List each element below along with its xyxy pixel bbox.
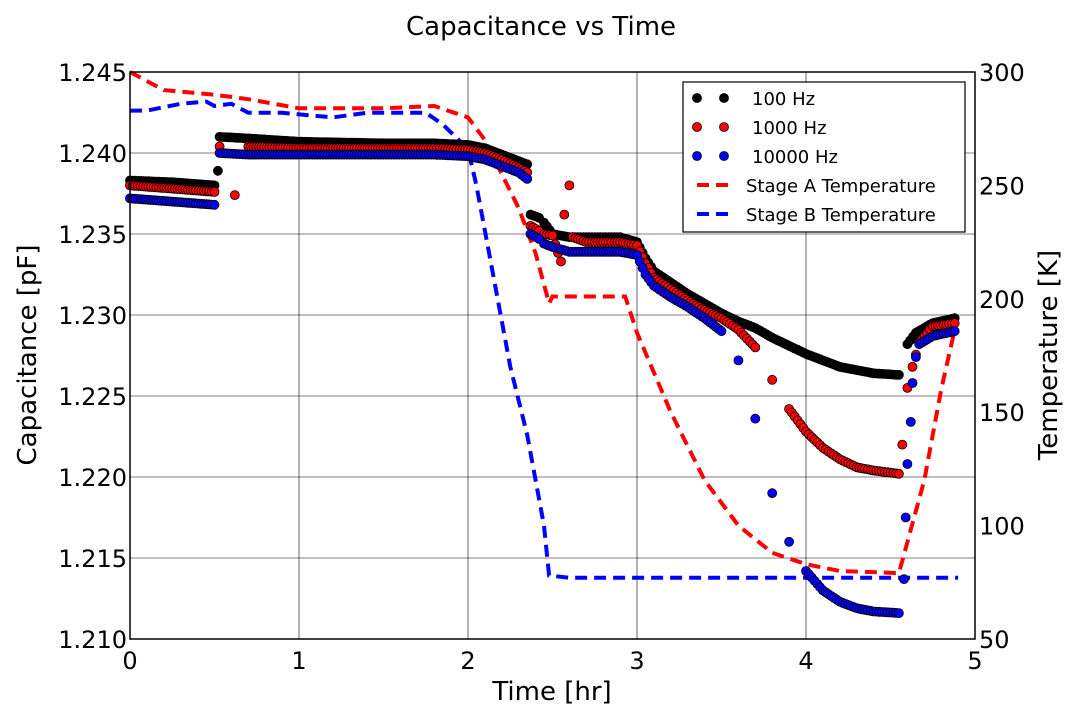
plot-frame <box>129 71 976 640</box>
y-tick-label: 1.245 <box>58 59 127 87</box>
stage-a-temperature-line <box>129 70 961 576</box>
1000-hz-point <box>556 256 566 267</box>
100-hz-point <box>894 369 904 380</box>
y-tick-label: 1.235 <box>58 221 127 249</box>
y-axis-title: Capacitance [pF] <box>13 245 43 466</box>
1000-hz-point <box>750 342 761 353</box>
legend-label: 1000 Hz <box>752 118 827 139</box>
x-tick-label: 1 <box>291 647 306 675</box>
x-tick-label: 0 <box>122 647 137 675</box>
10000-hz-point <box>905 416 916 427</box>
10000-hz-point <box>900 512 911 523</box>
y-axis-right: 50 100 150 200 250 300 <box>979 59 1025 654</box>
x-axis: 0 1 2 3 4 5 <box>122 647 982 675</box>
y-tick-label: 1.220 <box>58 464 127 492</box>
x-tick-label: 5 <box>967 647 982 675</box>
1000-hz-point <box>547 230 558 241</box>
legend-label: 10000 Hz <box>752 147 838 168</box>
legend-label: 100 Hz <box>752 89 815 110</box>
temperature-lines <box>129 70 961 580</box>
y2-tick-label: 100 <box>979 513 1025 541</box>
legend-marker <box>692 151 702 161</box>
1000-hz-point <box>894 468 904 479</box>
100-hz-point <box>212 165 223 176</box>
1000-hz-point <box>209 186 220 197</box>
y-tick-label: 1.210 <box>58 626 127 654</box>
legend-label: Stage A Temperature <box>746 176 936 197</box>
y2-tick-label: 250 <box>979 172 1025 200</box>
1000-hz-point <box>564 180 575 191</box>
legend-marker <box>719 93 729 103</box>
y-tick-label: 1.215 <box>58 545 127 573</box>
10000-hz-point <box>716 326 727 337</box>
1000-hz-point <box>907 361 918 372</box>
1000-hz-point <box>949 318 960 329</box>
legend: 100 Hz 1000 Hz 10000 Hz Stage A Temperature… <box>682 81 966 233</box>
10000-hz-point <box>522 173 533 184</box>
y-axis-left: 1.210 1.215 1.220 1.225 1.230 1.235 1.240 1.245 <box>58 59 127 654</box>
10000-hz-point <box>911 352 921 363</box>
10000-hz-point <box>750 413 761 424</box>
x-tick-label: 3 <box>629 647 644 675</box>
legend-marker <box>692 122 702 132</box>
10000-hz-point <box>949 326 960 337</box>
10000-hz-point <box>209 199 220 210</box>
y2-tick-label: 300 <box>979 59 1025 87</box>
x-tick-label: 2 <box>460 647 475 675</box>
y2-tick-label: 200 <box>979 286 1025 314</box>
legend-label: Stage B Temperature <box>746 205 936 226</box>
10000-hz-point <box>899 574 909 584</box>
x-axis-title: Time [hr] <box>491 677 611 707</box>
10000-hz-point <box>894 608 904 618</box>
legend-marker <box>719 151 729 161</box>
y-tick-label: 1.240 <box>58 140 127 168</box>
y2-tick-label: 150 <box>979 399 1025 427</box>
y-tick-label: 1.225 <box>58 383 127 411</box>
legend-marker <box>692 93 702 103</box>
10000-hz-point <box>767 488 778 499</box>
10000-hz-point <box>902 459 913 469</box>
y-tick-label: 1.230 <box>58 302 127 330</box>
1000-hz-point <box>559 209 570 220</box>
1000-hz-point <box>897 439 908 450</box>
x-tick-label: 4 <box>798 647 813 675</box>
y2-tick-label: 50 <box>979 626 1010 654</box>
y2-axis-title: Temperature [K] <box>1034 250 1064 461</box>
10000-hz-point <box>907 378 918 388</box>
data-points <box>125 131 960 618</box>
1000-hz-point <box>767 374 778 385</box>
1000-hz-point <box>229 190 240 201</box>
legend-marker <box>719 122 729 132</box>
10000-hz-point <box>784 536 794 547</box>
legend-box <box>682 81 966 233</box>
10000-hz-point <box>733 355 744 366</box>
chart-title: Capacitance vs Time <box>406 12 676 42</box>
